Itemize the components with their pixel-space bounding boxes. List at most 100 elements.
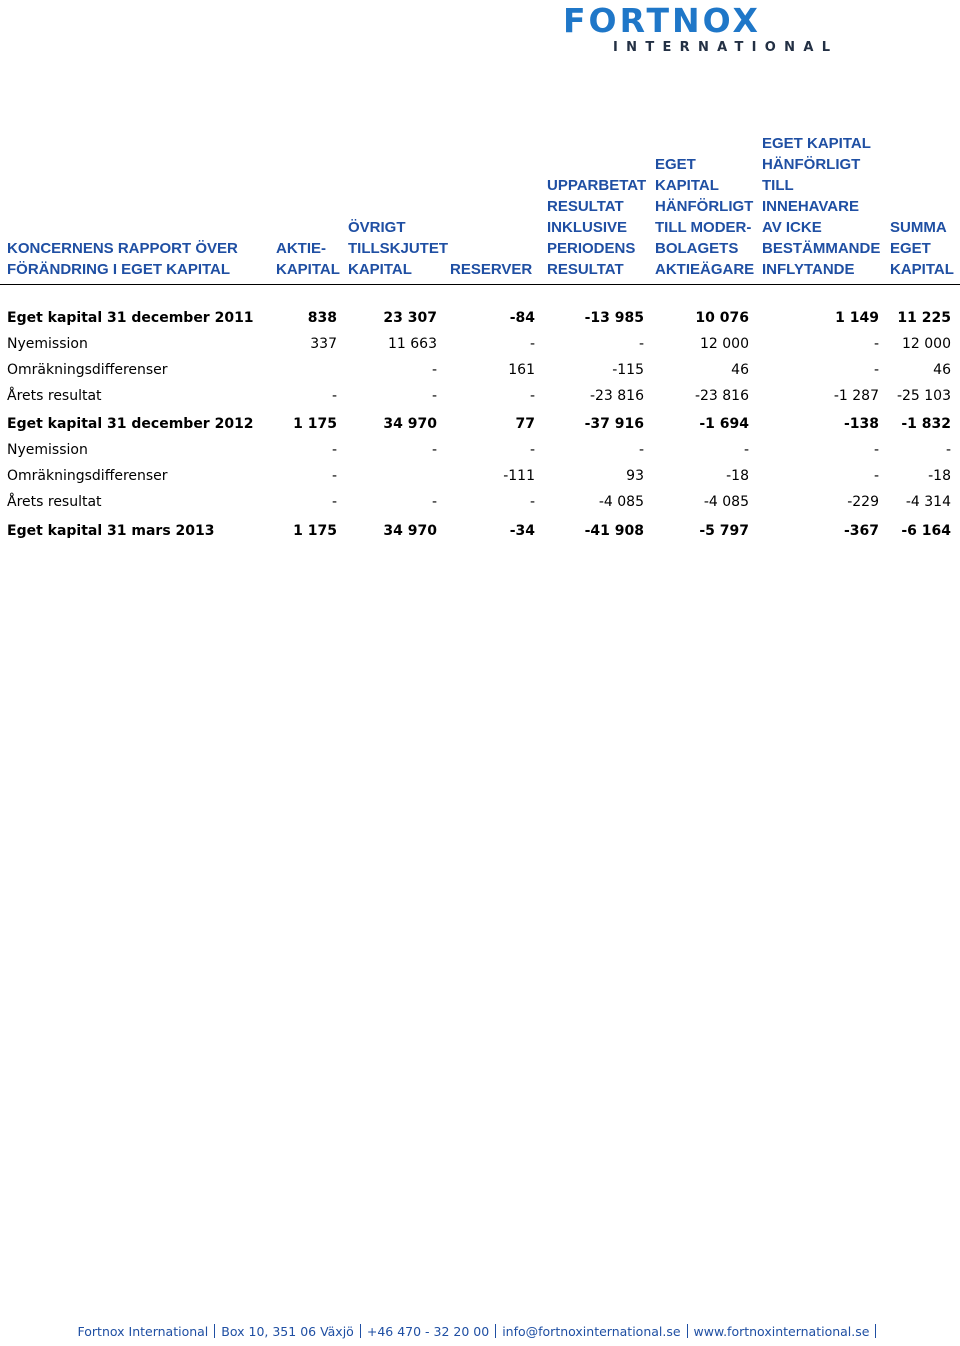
table-cell: -13 985: [584, 310, 644, 326]
table-cell: -5 797: [699, 523, 749, 539]
page-footer: Fortnox International Box 10, 351 06 Växj…: [0, 1322, 960, 1342]
column-header-upparbetat-resultat: UPPARBETAT RESULTAT INKLUSIVE PERIODENS …: [547, 177, 647, 278]
row-label: Eget kapital 31 december 2012: [7, 416, 254, 432]
column-header-icke-bestammande-inflytande: EGET KAPITAL HÄNFÖRLIGT TILL INNEHAVARE …: [762, 135, 881, 278]
table-cell: 93: [626, 468, 644, 484]
footer-separator: [359, 1324, 361, 1338]
table-cell: -4 085: [598, 494, 644, 510]
footer-phone: +46 470 - 32 20 00: [366, 1324, 490, 1339]
table-cell: -41 908: [584, 523, 644, 539]
table-cell: 12 000: [700, 336, 749, 352]
logo-wordmark: FORTNOX: [563, 1, 761, 40]
row-label: Eget kapital 31 mars 2013: [7, 523, 215, 539]
row-label: Årets resultat: [7, 388, 102, 404]
footer-website[interactable]: www.fortnoxinternational.se: [693, 1324, 870, 1339]
table-cell: 11 663: [388, 336, 437, 352]
table-cell: -229: [847, 494, 879, 510]
row-label: Nyemission: [7, 336, 88, 352]
table-cell: -115: [612, 362, 644, 378]
table-row: Årets resultat - - - -23 816 -23 816 -1 287 -25…: [0, 385, 960, 407]
table-cell: -111: [503, 468, 535, 484]
table-cell: -: [873, 336, 879, 352]
column-header-moderbolagets-aktieagare: EGET KAPITAL HÄNFÖRLIGT TILL MODER- BOLA…: [655, 156, 755, 278]
column-header-reserver: RESERVER: [450, 261, 533, 278]
footer-separator: [214, 1324, 216, 1338]
table-cell: -25 103: [896, 388, 951, 404]
table-row: Nyemission - - - - - - -: [0, 439, 960, 461]
table-cell: -: [431, 388, 437, 404]
table-row: Nyemission 337 11 663 - - 12 000 - 12 000: [0, 333, 960, 355]
row-label: Omräkningsdifferenser: [7, 362, 168, 378]
logo-subtitle: INTERNATIONAL: [613, 40, 839, 55]
table-cell: 161: [508, 362, 535, 378]
table-cell: -: [873, 362, 879, 378]
row-label: Omräkningsdifferenser: [7, 468, 168, 484]
table-cell: -23 816: [589, 388, 644, 404]
row-label: Nyemission: [7, 442, 88, 458]
table-cell: -1 832: [901, 416, 951, 432]
table-cell: 34 970: [383, 416, 437, 432]
table-cell: -1 694: [699, 416, 749, 432]
table-cell: 337: [310, 336, 337, 352]
table-row: Eget kapital 31 mars 2013 1 175 34 970 -34 -…: [0, 520, 960, 542]
table-cell: -84: [509, 310, 535, 326]
table-cell: 34 970: [383, 523, 437, 539]
table-cell: -1 287: [833, 388, 879, 404]
table-cell: 10 076: [695, 310, 749, 326]
column-header-summa-eget-kapital: SUMMA EGET KAPITAL: [890, 219, 954, 278]
table-cell: 11 225: [897, 310, 951, 326]
table-cell: -: [331, 494, 337, 510]
footer-email[interactable]: info@fortnoxinternational.se: [502, 1324, 681, 1339]
table-cell: -: [331, 468, 337, 484]
table-cell: -: [873, 442, 879, 458]
table-cell: -: [529, 442, 535, 458]
table-cell: 838: [307, 310, 337, 326]
table-cell: -23 816: [694, 388, 749, 404]
table-cell: -: [945, 442, 951, 458]
table-cell: 1 175: [293, 416, 337, 432]
table-cell: -: [331, 442, 337, 458]
table-cell: -: [529, 388, 535, 404]
table-cell: -: [431, 362, 437, 378]
column-header-ovrigt-tillskjutet-kapital: ÖVRIGT TILLSKJUTET KAPITAL: [348, 219, 448, 278]
table-cell: -6 164: [901, 523, 951, 539]
table-cell: -: [431, 442, 437, 458]
table-row: Omräkningsdifferenser - -111 93 -18 - -18: [0, 465, 960, 487]
footer-separator: [686, 1324, 688, 1338]
footer-company: Fortnox International: [77, 1324, 209, 1339]
row-label: Eget kapital 31 december 2011: [7, 310, 254, 326]
table-cell: -138: [843, 416, 879, 432]
column-header-aktiekapital: AKTIE- KAPITAL: [276, 240, 340, 278]
header-divider: [0, 284, 960, 285]
table-cell: -: [529, 494, 535, 510]
table-cell: -: [638, 336, 644, 352]
table-cell: 46: [731, 362, 749, 378]
table-cell: 23 307: [383, 310, 437, 326]
table-cell: -4 085: [703, 494, 749, 510]
table-cell: -4 314: [905, 494, 951, 510]
table-cell: -18: [928, 468, 951, 484]
table-cell: -18: [726, 468, 749, 484]
footer-separator: [875, 1324, 877, 1338]
fortnox-logo: FORTNOX INTERNATIONAL: [563, 4, 859, 56]
table-cell: 12 000: [902, 336, 951, 352]
table-row: Eget kapital 31 december 2012 1 175 34 970…: [0, 413, 960, 435]
table-cell: -: [331, 388, 337, 404]
table-row: Årets resultat - - - -4 085 -4 085 -229 -4 314: [0, 491, 960, 513]
footer-address: Box 10, 351 06 Växjö: [221, 1324, 354, 1339]
table-cell: 1 149: [835, 310, 879, 326]
table-cell: -34: [509, 523, 535, 539]
table-row: Eget kapital 31 december 2011 838 23 307 -8…: [0, 307, 960, 329]
table-cell: -: [529, 336, 535, 352]
table-row: Omräkningsdifferenser - 161 -115 46 - 46: [0, 359, 960, 381]
row-label: Årets resultat: [7, 494, 102, 510]
table-cell: 77: [515, 416, 535, 432]
table-cell: -37 916: [584, 416, 644, 432]
table-cell: -: [638, 442, 644, 458]
table-cell: -: [873, 468, 879, 484]
table-cell: 46: [933, 362, 951, 378]
footer-separator: [495, 1324, 497, 1338]
table-cell: -367: [843, 523, 879, 539]
table-title: KONCERNENS RAPPORT ÖVER FÖRÄNDRING I EGE…: [7, 240, 238, 278]
table-header: KONCERNENS RAPPORT ÖVER FÖRÄNDRING I EGE…: [0, 130, 960, 280]
